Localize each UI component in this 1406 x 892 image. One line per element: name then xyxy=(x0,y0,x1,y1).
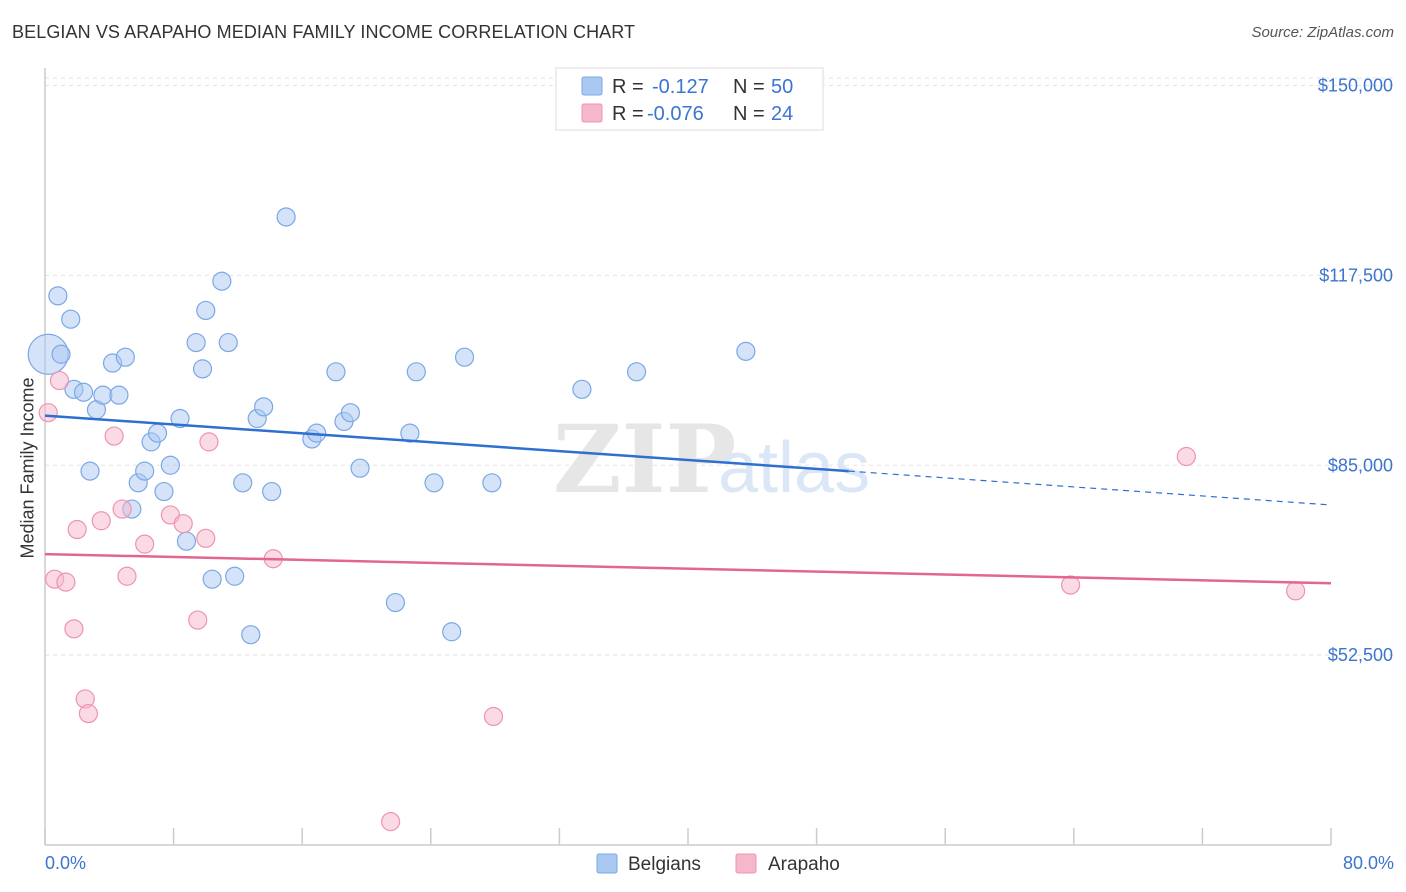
arapaho-point xyxy=(67,519,87,540)
legend-r-label-belgians: R = xyxy=(612,76,644,98)
trend-lines xyxy=(44,414,1332,585)
belgians-point xyxy=(115,347,135,367)
arapaho-point xyxy=(483,706,504,727)
belgians-point xyxy=(276,207,296,227)
legend-n-label-belgians: N = xyxy=(733,76,765,98)
x-tick-labels: 0.0% 80.0% xyxy=(45,853,1394,873)
bottom-legend-label-arapaho: Arapaho xyxy=(768,854,840,875)
chart-source: Source: ZipAtlas.com xyxy=(1251,24,1394,41)
belgians-point xyxy=(160,455,180,475)
belgians-point xyxy=(48,286,68,306)
arapaho-point xyxy=(78,703,99,724)
belgians-point xyxy=(350,458,370,478)
belgians-trend-line xyxy=(44,414,849,473)
belgians-point xyxy=(202,569,222,589)
belgians-point xyxy=(424,473,444,493)
arapaho-point xyxy=(91,511,111,531)
bottom-legend-swatch-arapaho xyxy=(735,853,757,874)
arapaho-point xyxy=(64,619,84,639)
belgians-point xyxy=(400,423,420,443)
belgians-point xyxy=(482,473,502,493)
legend-swatch-arapaho xyxy=(581,103,603,123)
belgians-point xyxy=(109,385,129,405)
belgians-point xyxy=(241,625,261,645)
arapaho-point xyxy=(188,610,208,630)
arapaho-point xyxy=(38,403,58,423)
belgians-point xyxy=(406,362,426,382)
bottom-legend-label-belgians: Belgians xyxy=(628,854,701,875)
x-tick-label-max: 80.0% xyxy=(1343,853,1394,873)
x-tick-marks xyxy=(44,828,1332,845)
legend-r-value-belgians: -0.127 xyxy=(652,76,709,98)
belgians-point xyxy=(61,309,81,329)
belgians-point xyxy=(135,461,155,481)
belgians-point xyxy=(51,344,71,364)
belgians-point xyxy=(93,385,113,405)
legend-top: R = -0.127 N = 50 R = -0.076 N = 24 xyxy=(555,67,824,131)
arapaho-point xyxy=(1286,581,1306,601)
belgians-point xyxy=(385,592,406,613)
y-tick-label: $150,000 xyxy=(1318,76,1393,96)
arapaho-point xyxy=(112,499,132,519)
arapaho-point xyxy=(381,812,401,832)
data-points xyxy=(27,207,1306,832)
belgians-point xyxy=(154,481,174,502)
belgians-point xyxy=(170,408,190,429)
y-tick-label: $85,000 xyxy=(1328,455,1393,475)
belgians-point xyxy=(340,403,361,423)
arapaho-point xyxy=(173,514,193,534)
legend-r-label-arapaho: R = xyxy=(612,103,644,125)
belgians-point xyxy=(262,481,282,502)
watermark: ZIP atlas xyxy=(553,405,870,515)
belgians-point xyxy=(225,566,245,586)
legend-r-value-arapaho: -0.076 xyxy=(647,103,704,125)
belgians-point xyxy=(176,531,197,551)
arapaho-point xyxy=(135,534,155,554)
y-tick-label: $52,500 xyxy=(1328,645,1393,665)
belgians-point xyxy=(73,382,94,402)
belgians-point xyxy=(442,622,462,642)
belgians-point xyxy=(218,332,238,353)
belgians-point xyxy=(212,271,232,291)
belgians-point xyxy=(147,423,168,443)
belgians-point xyxy=(454,347,475,367)
belgians-point xyxy=(196,300,216,321)
belgians-trend-extension xyxy=(848,470,1332,506)
belgians-point xyxy=(326,362,346,382)
arapaho-point xyxy=(104,426,124,446)
belgians-point xyxy=(80,461,100,481)
legend-swatch-belgians xyxy=(581,76,603,96)
bottom-legend-swatch-belgians xyxy=(596,853,618,874)
arapaho-point xyxy=(196,528,216,548)
arapaho-point xyxy=(56,572,76,592)
arapaho-point xyxy=(117,566,137,586)
arapaho-trend-line xyxy=(44,552,1332,585)
belgians-point xyxy=(572,379,592,399)
belgians-point xyxy=(192,359,213,379)
arapaho-point xyxy=(1176,446,1196,467)
belgians-point xyxy=(254,397,274,417)
belgians-point xyxy=(186,332,206,353)
y-tick-labels: $52,500 $85,000 $117,500 $150,000 xyxy=(1318,76,1393,666)
x-tick-label-min: 0.0% xyxy=(45,853,86,873)
chart-title: BELGIAN VS ARAPAHO MEDIAN FAMILY INCOME … xyxy=(12,22,636,42)
belgians-point xyxy=(233,473,253,493)
y-tick-label: $117,500 xyxy=(1319,265,1393,285)
arapaho-point xyxy=(199,432,219,452)
belgians-point xyxy=(736,341,756,361)
legend-n-value-arapaho: 24 xyxy=(771,103,793,125)
legend-bottom: Belgians Arapaho xyxy=(596,853,840,875)
arapaho-point xyxy=(49,370,70,391)
legend-n-value-belgians: 50 xyxy=(771,76,793,98)
belgians-point xyxy=(626,362,647,382)
legend-n-label-arapaho: N = xyxy=(733,103,765,125)
arapaho-point xyxy=(1060,575,1081,595)
watermark-zip: ZIP xyxy=(553,405,736,515)
